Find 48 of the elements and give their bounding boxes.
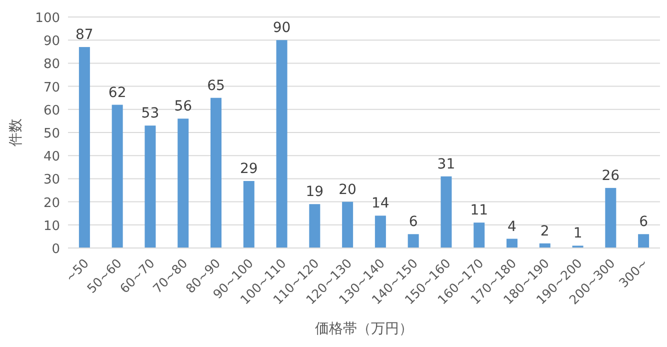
data-label: 20 [338,182,356,198]
bar [112,104,123,248]
bar [440,176,452,248]
bar [276,40,288,248]
data-label: 19 [306,184,324,200]
y-tick-label: 50 [43,126,60,142]
y-tick-label: 60 [43,103,60,118]
bar [78,47,90,248]
y-axis-title: 件数 [8,118,24,146]
data-label: 65 [207,78,225,94]
bar [342,202,354,248]
data-label: 2 [540,223,550,240]
data-label: 14 [372,196,390,212]
data-label: 6 [408,214,418,230]
y-tick-label: 30 [43,172,60,188]
bar [210,98,222,248]
data-label: 4 [508,218,517,235]
data-label: 62 [108,84,126,101]
bar [144,126,156,248]
data-label: 6 [639,214,648,230]
y-tick-label: 100 [35,11,60,26]
y-tick-label: 80 [43,57,60,72]
bar [178,118,189,248]
y-tick-label: 40 [43,150,60,165]
bar [474,222,485,248]
data-label: 1 [573,226,582,242]
data-label: 56 [174,98,192,115]
data-label: 11 [470,202,488,219]
data-label: 29 [240,161,258,178]
x-tick-label: ~50 [62,255,92,285]
y-tick-label: 10 [43,218,60,234]
data-label: 31 [437,156,456,172]
data-label: 90 [272,20,291,36]
data-label: 26 [602,168,620,184]
y-tick-label: 0 [52,242,60,257]
bar [243,181,254,248]
bar [605,188,616,248]
bar [506,238,518,248]
y-tick-label: 20 [43,196,60,211]
data-label: 87 [76,27,94,44]
bar [638,234,650,248]
bar [374,216,386,248]
x-axis-title: 価格帯（万円） [315,321,413,337]
bar [408,234,419,248]
y-tick-label: 90 [43,34,60,50]
bar [309,204,320,248]
y-tick-label: 70 [43,80,60,96]
data-label: 53 [141,106,160,122]
